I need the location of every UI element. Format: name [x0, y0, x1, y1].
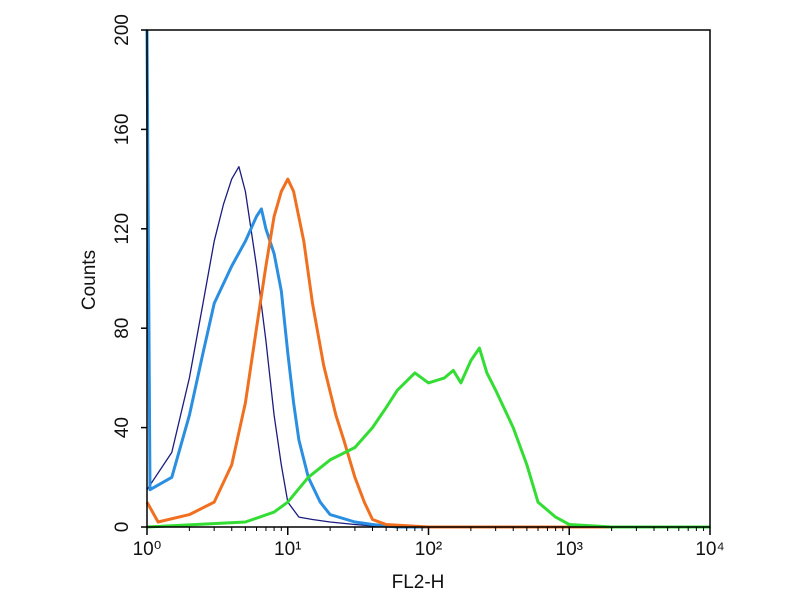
y-tick-label: 80	[112, 318, 133, 339]
y-tick-label: 0	[112, 522, 133, 533]
x-tick-label: 10⁴	[695, 539, 724, 560]
x-tick-label: 10³	[556, 539, 583, 560]
y-axis-title: Counts	[79, 250, 100, 310]
y-tick-label: 120	[112, 213, 133, 245]
y-tick-label: 160	[112, 114, 133, 146]
y-tick-label: 200	[112, 14, 133, 46]
x-tick-label: 10¹	[274, 539, 301, 560]
histogram-line	[146, 346, 710, 529]
histogram-line	[145, 29, 710, 529]
x-tick-label: 10²	[415, 539, 442, 560]
histogram-line	[145, 177, 710, 529]
histogram-line	[146, 166, 710, 528]
y-tick-label: 40	[112, 417, 133, 438]
x-tick-label: 10⁰	[133, 539, 162, 560]
plot-frame	[146, 29, 711, 528]
x-axis-title: FL2-H	[392, 572, 445, 593]
